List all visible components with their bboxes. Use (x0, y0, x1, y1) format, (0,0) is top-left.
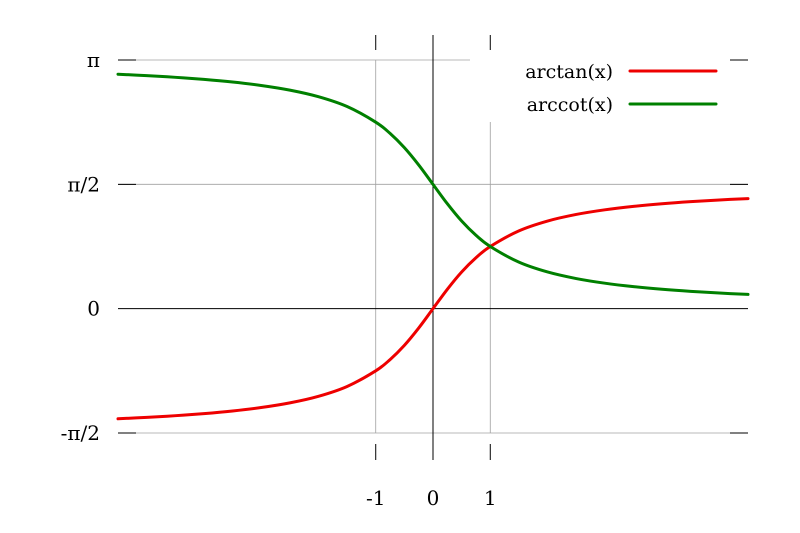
y-tick-label: -π/2 (61, 421, 100, 445)
legend-label-arctan: arctan(x) (525, 61, 613, 83)
x-tick-label: 0 (427, 486, 440, 510)
y-tick-label: π (87, 48, 100, 72)
y-tick-label: 0 (87, 297, 100, 321)
legend: arctan(x) arccot(x) (470, 52, 730, 122)
legend-background (470, 52, 730, 122)
series-line-arctan (116, 197, 750, 421)
series-layer (116, 72, 750, 421)
x-tick-label: -1 (366, 486, 385, 510)
series-line-arccot (116, 72, 750, 296)
legend-label-arccot: arccot(x) (527, 94, 613, 116)
y-tick-label: π/2 (67, 172, 100, 196)
axes-layer (118, 35, 748, 460)
x-tick-label: 1 (484, 486, 497, 510)
tick-labels: -π/2 0 π/2 π -1 0 1 (61, 48, 497, 510)
